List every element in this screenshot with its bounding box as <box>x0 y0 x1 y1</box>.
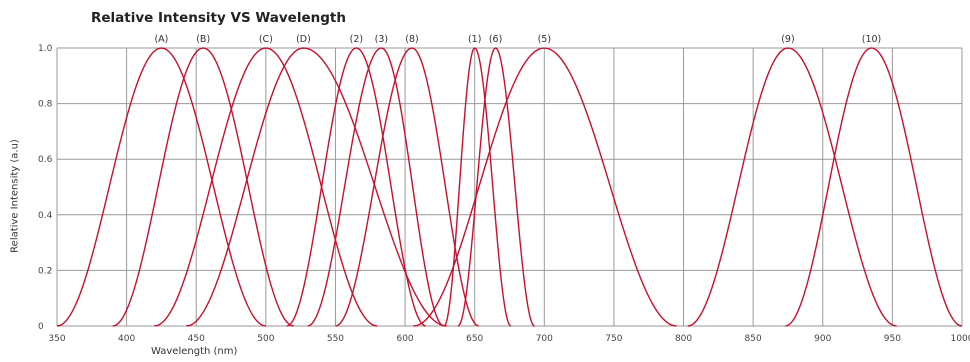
y-tick-labels: 0 0.2 0.4 0.6 0.8 1.0 <box>38 44 53 332</box>
series-line <box>56 47 266 327</box>
series-label: (10) <box>862 34 882 45</box>
series-line <box>687 47 897 327</box>
x-tick-label: 650 <box>466 334 483 344</box>
series-label: (3) <box>375 34 388 45</box>
grid <box>56 47 963 327</box>
series-line <box>443 47 512 327</box>
x-tick-label: 500 <box>257 334 274 344</box>
y-tick-label: 0.2 <box>38 266 52 276</box>
x-tick-label: 350 <box>48 334 65 344</box>
series-label: (1) <box>468 34 481 45</box>
chart-title: Relative Intensity VS Wavelength <box>91 10 346 26</box>
y-tick-label: 0.4 <box>38 211 53 221</box>
series-label: (A) <box>154 34 168 45</box>
x-tick-label: 750 <box>605 334 622 344</box>
series-label: (D) <box>296 34 311 45</box>
y-tick-label: 0.6 <box>38 155 53 165</box>
x-tick-label: 900 <box>814 334 831 344</box>
series-line <box>335 47 480 327</box>
series-line <box>457 47 535 327</box>
series-label: (B) <box>196 34 210 45</box>
series-line <box>112 47 294 327</box>
series-label: (9) <box>781 34 794 45</box>
series-label: (8) <box>405 34 418 45</box>
series-label: (5) <box>538 34 551 45</box>
x-axis-label: Wavelength (nm) <box>151 346 238 357</box>
y-tick-label: 0.8 <box>38 100 53 110</box>
series-line <box>186 47 447 327</box>
series-line <box>286 47 427 327</box>
x-tick-label: 700 <box>536 334 553 344</box>
x-tick-label: 850 <box>745 334 762 344</box>
series-label: (C) <box>259 34 273 45</box>
series-line <box>413 47 677 327</box>
x-tick-label: 400 <box>118 334 135 344</box>
x-tick-label: 550 <box>327 334 344 344</box>
x-tick-label: 950 <box>884 334 901 344</box>
series-label: (2) <box>350 34 363 45</box>
series-curves <box>56 47 963 327</box>
x-tick-label: 450 <box>188 334 205 344</box>
y-tick-label: 1.0 <box>38 44 53 54</box>
series-line <box>307 47 445 327</box>
series-label: (6) <box>489 34 502 45</box>
x-tick-label: 600 <box>396 334 413 344</box>
x-tick-label: 800 <box>675 334 692 344</box>
series-line <box>154 47 378 327</box>
peak-labels: (A) (B) (C) (D) (2) (3) (8) (1) (6) (5) (9) (10) <box>154 34 881 45</box>
series-line <box>785 47 963 327</box>
y-tick-label: 0 <box>38 322 44 332</box>
x-tick-labels: 350 400 450 500 550 600 650 700 750 800 850 900 950 1… <box>48 334 970 344</box>
